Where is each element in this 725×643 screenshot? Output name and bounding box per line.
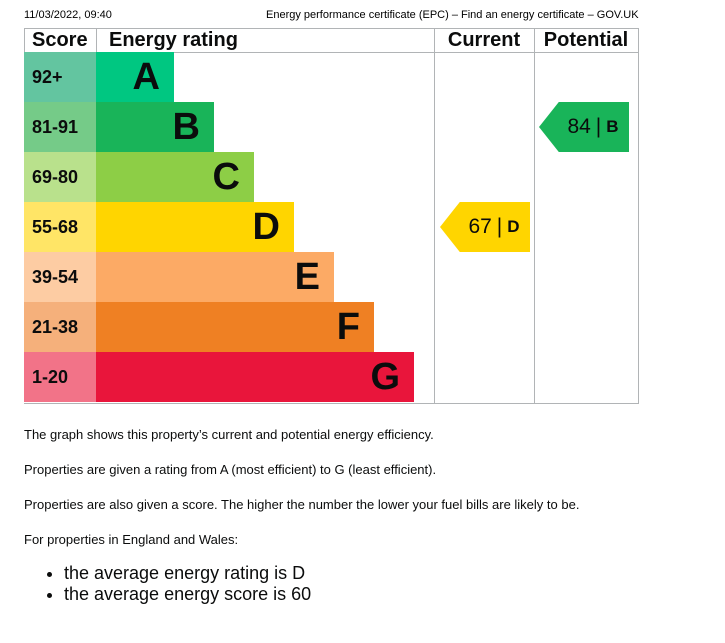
band-c-score: 69-80	[24, 152, 96, 202]
potential-letter: B	[606, 117, 619, 136]
score-description: Properties are also given a score. The h…	[24, 497, 580, 512]
england-wales-intro: For properties in England and Wales:	[24, 532, 239, 547]
current-score: 67	[468, 215, 492, 238]
energy-rating-column-header: Energy rating	[109, 29, 238, 51]
graph-description: The graph shows this property’s current …	[24, 427, 434, 442]
chart-left-border	[24, 28, 25, 52]
print-page-title: Energy performance certificate (EPC) – F…	[266, 9, 639, 21]
chart-right-border	[638, 28, 639, 404]
potential-rating-arrow: 84 | B	[539, 102, 629, 152]
list-item: the average energy score is 60	[64, 584, 311, 605]
band-e-score: 39-54	[24, 252, 96, 302]
band-a-score: 92+	[24, 52, 96, 102]
current-column-header: Current	[447, 29, 521, 51]
potential-separator: |	[595, 115, 602, 138]
potential-column-header: Potential	[543, 29, 629, 51]
band-d-score: 55-68	[24, 202, 96, 252]
band-g-bar: G	[96, 352, 414, 402]
average-ratings-list: the average energy rating is D the avera…	[24, 563, 311, 605]
band-f-bar: F	[96, 302, 374, 352]
score-column-header: Score	[32, 29, 88, 51]
potential-column-left-border	[534, 28, 535, 404]
band-e-bar: E	[96, 252, 334, 302]
score-column-divider	[96, 28, 97, 52]
band-a-bar: A	[96, 52, 174, 102]
epc-rating-chart: Score Energy rating Current Potential 92…	[24, 28, 639, 404]
band-d-bar: D	[96, 202, 294, 252]
band-g-score: 1-20	[24, 352, 96, 402]
list-item: the average energy rating is D	[64, 563, 311, 584]
chart-bottom-border	[24, 403, 639, 404]
band-f-score: 21-38	[24, 302, 96, 352]
current-letter: D	[507, 217, 520, 236]
current-rating-arrow: 67 | D	[440, 202, 530, 252]
band-b-score: 81-91	[24, 102, 96, 152]
band-c-bar: C	[96, 152, 254, 202]
potential-score: 84	[567, 115, 591, 138]
current-separator: |	[496, 215, 503, 238]
rating-description: Properties are given a rating from A (mo…	[24, 462, 437, 477]
current-column-left-border	[434, 28, 435, 404]
band-b-bar: B	[96, 102, 214, 152]
print-timestamp: 11/03/2022, 09:40	[24, 9, 112, 21]
chart-header-divider	[24, 52, 639, 53]
chart-top-border	[24, 28, 639, 29]
